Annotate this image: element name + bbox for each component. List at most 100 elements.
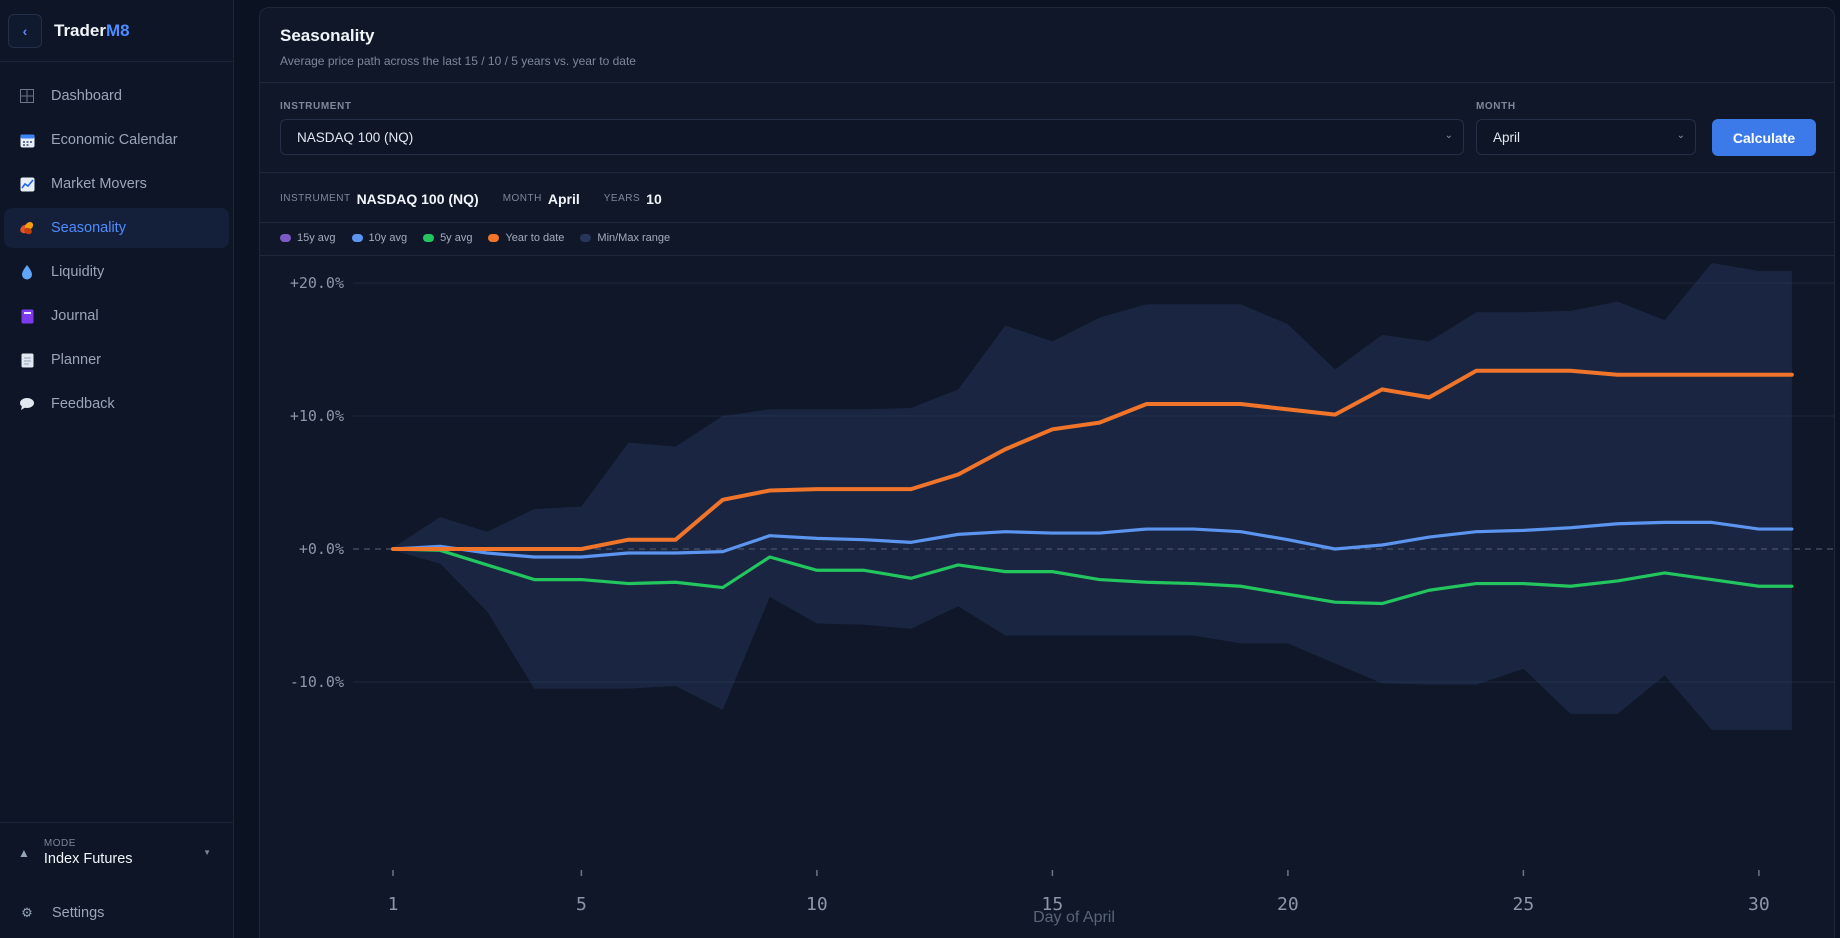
summary-years-value: 10	[646, 190, 662, 207]
page-title: Seasonality	[280, 26, 375, 45]
summary-month-value: April	[547, 190, 580, 207]
series-line-avg5	[391, 547, 1794, 606]
speech-bubble-icon	[18, 395, 36, 413]
brand-bar: ‹ TraderM8	[0, 0, 233, 62]
x-tick-label: 25	[1513, 894, 1535, 915]
chevron-down-icon: ⌄	[1676, 130, 1685, 141]
legend-item-10y[interactable]: 10y avg	[351, 232, 408, 244]
summary-instrument-value: NASDAQ 100 (NQ)	[356, 190, 479, 207]
summary-years-label: YEARS	[603, 193, 641, 204]
brand-logo: TraderM8	[54, 21, 130, 41]
x-axis-title: Day of April	[1033, 909, 1115, 926]
sidebar-item-economic-calendar[interactable]: Economic Calendar	[4, 120, 229, 160]
summary-bar: INSTRUMENT NASDAQ 100 (NQ) MONTH April Y…	[280, 186, 686, 211]
sidebar-nav: Dashboard Economic Calendar Market Mover…	[0, 62, 233, 424]
sidebar-item-label: Seasonality	[51, 220, 126, 236]
legend-swatch	[423, 234, 435, 242]
legend-label: Year to date	[505, 232, 565, 244]
page-subtitle: Average price path across the last 15 / …	[280, 54, 636, 68]
y-tick-label: +20.0%	[290, 274, 344, 292]
series-line-ytd	[391, 368, 1794, 551]
chart-legend: 15y avg 10y avg 5y avg Year to date Min/…	[280, 232, 686, 244]
collapse-sidebar-button[interactable]: ‹	[8, 13, 42, 48]
legend-item-ytd[interactable]: Year to date	[488, 232, 564, 244]
instrument-label: INSTRUMENT	[280, 101, 352, 112]
y-tick-label: +10.0%	[290, 407, 344, 425]
calendar-icon	[18, 131, 36, 149]
sidebar-item-label: Market Movers	[51, 176, 147, 192]
card-header: Seasonality Average price path across th…	[260, 8, 1834, 83]
y-tick-label: -10.0%	[290, 673, 344, 691]
sidebar-item-feedback[interactable]: Feedback	[4, 384, 229, 424]
sidebar-item-settings[interactable]: ⚙ Settings	[0, 896, 104, 930]
x-tick-label: 20	[1277, 894, 1299, 915]
sidebar-item-label: Planner	[51, 352, 101, 368]
mode-selector[interactable]: ▲ MODE Index Futures ▼	[0, 822, 233, 882]
summary-instrument-label: INSTRUMENT	[280, 193, 351, 204]
gear-icon: ⚙	[21, 905, 33, 920]
legend-swatch	[580, 234, 592, 242]
sidebar-item-label: Journal	[51, 308, 99, 324]
caret-down-icon: ▼	[203, 848, 211, 857]
brand-suffix: M8	[105, 20, 130, 40]
sidebar-item-journal[interactable]: Journal	[4, 296, 229, 336]
legend-item-5y[interactable]: 5y avg	[423, 232, 472, 244]
legend-label: 5y avg	[440, 232, 473, 244]
x-tick-label: 10	[806, 894, 828, 915]
mode-text: MODE Index Futures	[44, 838, 203, 867]
notebook-icon	[18, 307, 36, 325]
legend-item-15y[interactable]: 15y avg	[280, 232, 336, 244]
chart-container: +20.0% +10.0% +0.0% -10.0% 1 5 10 15 20 25 30 Day o…	[260, 256, 1834, 938]
y-tick-label: +0.0%	[299, 540, 344, 558]
month-select[interactable]: April ⌄	[1476, 119, 1696, 155]
divider	[260, 222, 1834, 223]
legend-label: 15y avg	[297, 232, 336, 244]
divider	[260, 172, 1834, 173]
legend-label: Min/Max range	[597, 232, 671, 244]
sidebar-item-label: Feedback	[51, 396, 115, 412]
trend-chart-icon	[18, 175, 36, 193]
seasonality-card: Seasonality Average price path across th…	[259, 7, 1835, 938]
x-tick-label: 15	[1042, 894, 1064, 915]
sidebar-item-liquidity[interactable]: Liquidity	[4, 252, 229, 292]
sidebar-item-label: Economic Calendar	[51, 132, 178, 148]
range-area	[393, 263, 1792, 730]
legend-swatch	[488, 234, 500, 242]
chevron-left-icon: ‹	[22, 22, 28, 39]
instrument-select-value: NASDAQ 100 (NQ)	[297, 129, 414, 145]
legend-swatch	[351, 234, 363, 242]
divider	[260, 255, 1834, 256]
sidebar: ‹ TraderM8 Dashboard Economic Calendar	[0, 0, 234, 938]
leaves-icon	[18, 219, 36, 237]
x-tick-label: 5	[576, 894, 587, 915]
notepad-icon	[18, 351, 36, 369]
sidebar-item-dashboard[interactable]: Dashboard	[4, 76, 229, 116]
legend-label: 10y avg	[368, 232, 408, 244]
droplet-icon	[18, 263, 36, 281]
legend-item-range[interactable]: Min/Max range	[580, 232, 670, 244]
x-tick-label: 1	[388, 894, 399, 915]
sidebar-item-planner[interactable]: Planner	[4, 340, 229, 380]
sidebar-item-seasonality[interactable]: Seasonality	[4, 208, 229, 248]
brand-prefix: Trader	[54, 20, 106, 40]
series-line-avg10	[391, 520, 1794, 559]
mode-label: MODE	[43, 838, 76, 849]
summary-month-label: MONTH	[502, 193, 542, 204]
sidebar-item-label: Settings	[52, 905, 105, 921]
grid-icon	[18, 87, 36, 105]
month-select-value: April	[1493, 129, 1521, 145]
sidebar-item-label: Dashboard	[51, 88, 122, 104]
sidebar-item-label: Liquidity	[51, 264, 105, 280]
chevron-down-icon: ⌄	[1444, 130, 1453, 141]
mode-value: Index Futures	[43, 851, 133, 867]
instrument-select[interactable]: NASDAQ 100 (NQ) ⌄	[280, 119, 1464, 155]
legend-swatch	[280, 234, 291, 242]
sidebar-item-market-movers[interactable]: Market Movers	[4, 164, 229, 204]
month-label: MONTH	[1476, 101, 1516, 112]
main-content: Seasonality Average price path across th…	[234, 0, 1840, 938]
x-tick-label: 30	[1748, 894, 1770, 915]
calculate-button[interactable]: Calculate	[1712, 119, 1816, 156]
triangle-icon: ▲	[18, 845, 30, 860]
